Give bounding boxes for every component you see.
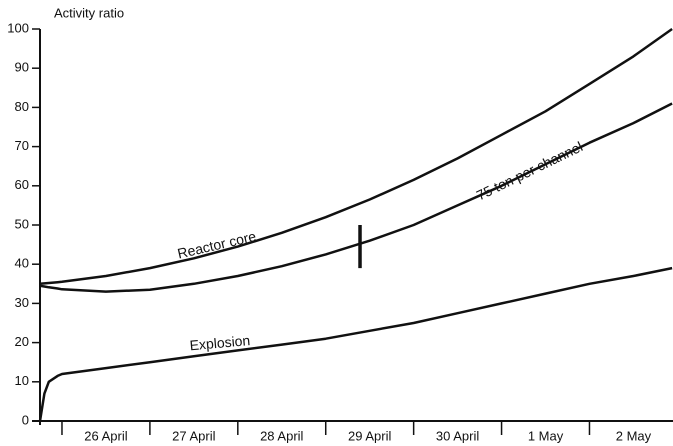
y-tick-label: 30: [15, 295, 29, 310]
x-tick-label: 1 May: [528, 428, 564, 443]
x-tick-label: 30 April: [436, 428, 479, 443]
y-tick-label: 10: [15, 373, 29, 388]
y-tick-label: 0: [22, 412, 29, 427]
series-line: [39, 102, 673, 293]
y-tick-label: 90: [15, 60, 29, 75]
y-tick-label: 40: [15, 256, 29, 271]
y-tick-label: 60: [15, 177, 29, 192]
x-tick-label: 27 April: [172, 428, 215, 443]
y-tick-label: 20: [15, 334, 29, 349]
y-tick-label: 50: [15, 216, 29, 231]
x-tick-label: 29 April: [348, 428, 391, 443]
curve-label: Explosion: [189, 332, 251, 353]
y-tick-label: 70: [15, 138, 29, 153]
x-tick-label: 2 May: [616, 428, 652, 443]
y-tick-label: 100: [7, 20, 29, 35]
series-line: [39, 27, 673, 286]
y-tick-label: 80: [15, 99, 29, 114]
y-axis-title: Activity ratio: [54, 5, 124, 20]
x-tick-label: 28 April: [260, 428, 303, 443]
series-line: [38, 266, 673, 422]
x-tick-label: 26 April: [84, 428, 127, 443]
